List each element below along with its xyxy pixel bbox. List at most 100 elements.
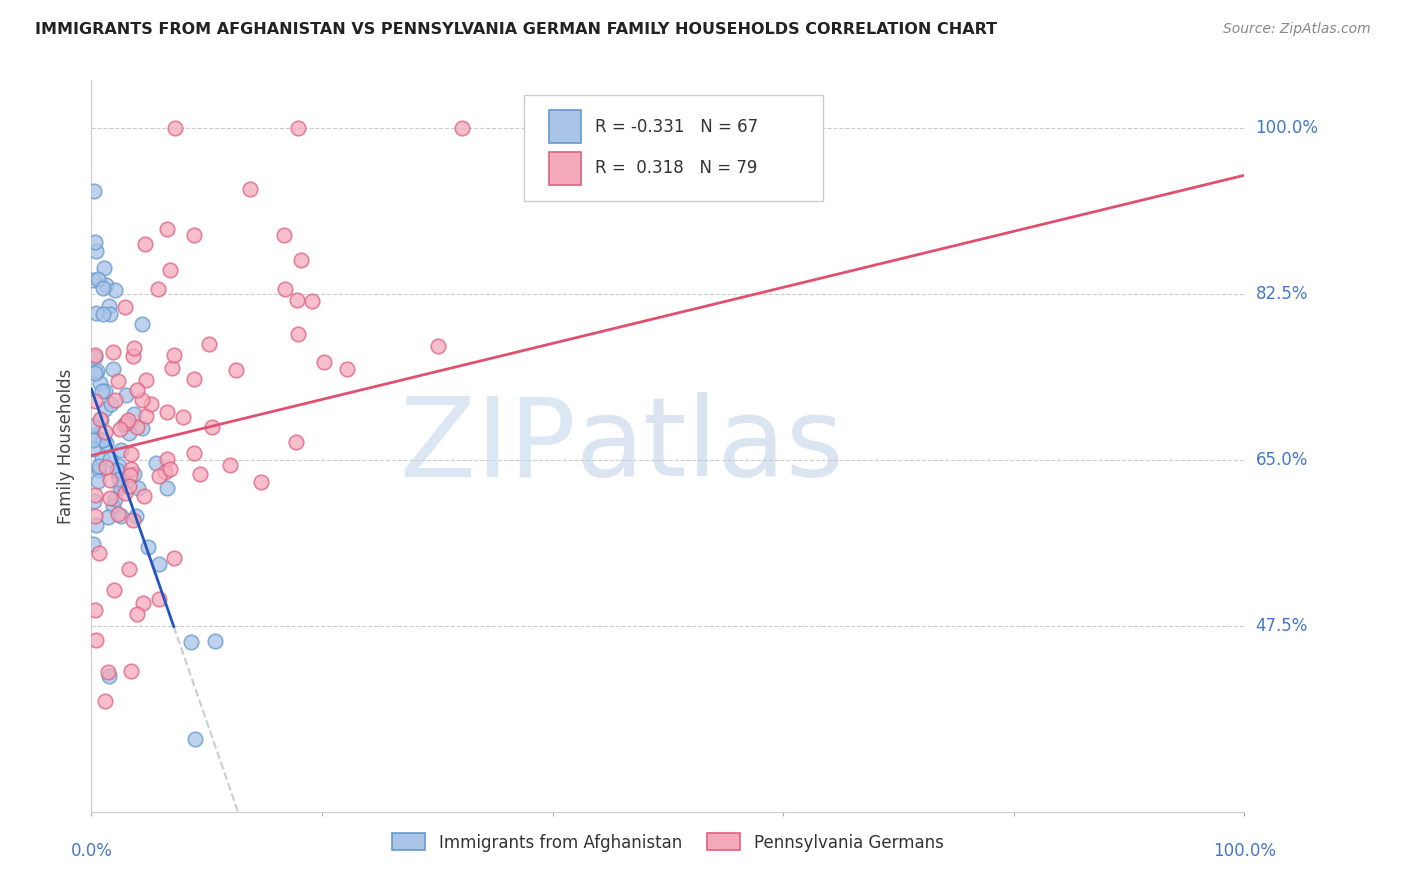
Point (117, 413, 139, 427)
Point (104, 491, 127, 506)
Point (118, 478, 141, 492)
Point (89, 412, 111, 426)
Point (135, 409, 157, 424)
Point (139, 397, 162, 411)
Text: Source: ZipAtlas.com: Source: ZipAtlas.com (1223, 22, 1371, 37)
Point (115, 417, 138, 431)
Point (83, 184, 105, 198)
Text: 100.0%: 100.0% (1256, 119, 1319, 136)
Point (156, 481, 179, 495)
Point (117, 561, 139, 575)
Text: atlas: atlas (575, 392, 844, 500)
Point (120, 664, 142, 678)
Point (118, 468, 141, 483)
Text: IMMIGRANTS FROM AFGHANISTAN VS PENNSYLVANIA GERMAN FAMILY HOUSEHOLDS CORRELATION: IMMIGRANTS FROM AFGHANISTAN VS PENNSYLVA… (35, 22, 997, 37)
Point (204, 634, 226, 648)
Point (127, 482, 149, 496)
Point (183, 445, 205, 459)
Point (82, 537, 104, 551)
Text: 0.0%: 0.0% (70, 842, 112, 860)
Point (104, 392, 127, 407)
Point (135, 373, 157, 387)
Point (160, 361, 183, 376)
Text: 82.5%: 82.5% (1256, 285, 1308, 303)
Point (84, 244, 107, 258)
Text: ZIP: ZIP (399, 392, 575, 500)
Point (108, 472, 131, 486)
Point (114, 485, 136, 500)
Point (336, 361, 359, 376)
Point (94, 694, 117, 708)
Point (122, 467, 145, 481)
Point (148, 558, 170, 572)
Point (83, 494, 105, 508)
Point (100, 397, 122, 411)
Point (132, 596, 155, 610)
Point (122, 407, 145, 421)
Point (274, 282, 297, 296)
Text: R =  0.318   N = 79: R = 0.318 N = 79 (595, 159, 758, 177)
Point (114, 388, 136, 402)
Point (82, 434, 104, 448)
Point (91, 307, 114, 321)
Point (87, 475, 110, 489)
Point (86, 363, 108, 377)
Point (110, 477, 132, 491)
Point (84, 517, 107, 532)
Point (163, 348, 186, 362)
Point (100, 473, 122, 487)
Point (125, 607, 148, 621)
Point (93, 260, 115, 275)
Point (201, 419, 224, 434)
Point (172, 409, 194, 424)
Point (89, 458, 111, 473)
Point (284, 435, 307, 450)
Point (110, 442, 132, 457)
Point (83, 367, 105, 381)
Point (84, 633, 107, 648)
Y-axis label: Family Households: Family Households (58, 368, 76, 524)
Point (82, 431, 104, 445)
Point (125, 420, 148, 434)
Point (427, 339, 450, 353)
Point (103, 499, 125, 513)
Point (83, 350, 105, 364)
Point (132, 490, 155, 504)
Point (155, 465, 177, 479)
Point (96, 459, 118, 474)
Point (89, 376, 111, 390)
Point (97, 510, 120, 524)
Point (287, 120, 309, 135)
Point (103, 582, 125, 597)
Point (97, 665, 120, 679)
Point (118, 426, 141, 441)
Point (114, 301, 136, 315)
Point (184, 731, 207, 746)
Point (97, 298, 120, 312)
Legend: Immigrants from Afghanistan, Pennsylvania Germans: Immigrants from Afghanistan, Pennsylvani… (385, 827, 950, 858)
Point (87, 463, 110, 477)
Point (122, 341, 145, 355)
Point (91, 433, 114, 447)
Point (94, 425, 117, 439)
Point (131, 317, 153, 331)
Point (84, 393, 107, 408)
Point (301, 294, 323, 309)
Point (91, 433, 114, 447)
Point (250, 475, 273, 490)
Bar (550, 152, 582, 185)
Text: 100.0%: 100.0% (1213, 842, 1275, 860)
Point (121, 349, 143, 363)
Point (159, 263, 181, 277)
Point (108, 422, 131, 436)
Point (146, 282, 169, 296)
Point (108, 480, 131, 494)
Point (148, 469, 170, 483)
Point (155, 222, 177, 236)
Point (131, 421, 153, 435)
Point (83, 603, 105, 617)
Point (98, 669, 121, 683)
Point (107, 458, 129, 473)
Point (83, 347, 105, 361)
Point (183, 372, 205, 386)
